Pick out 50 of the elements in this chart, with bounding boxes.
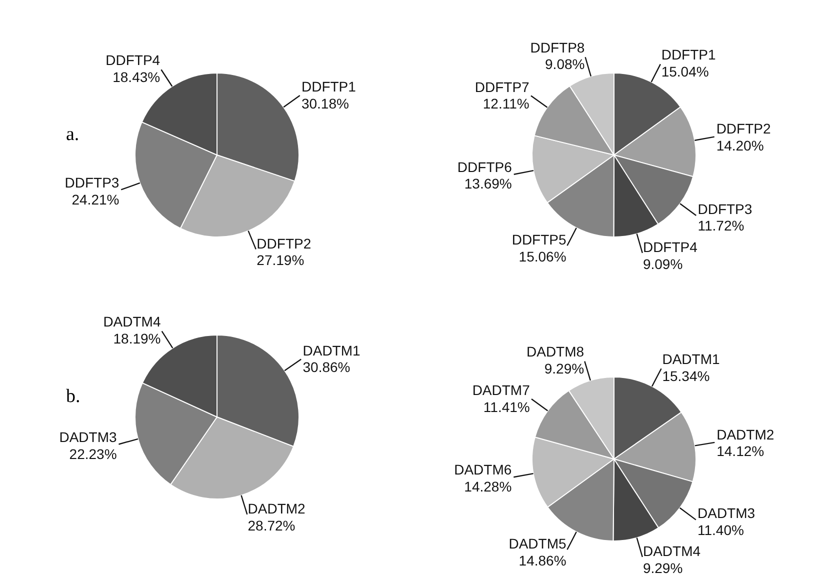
slice-label: DADTM2 <box>716 426 774 442</box>
slice-label: DDFTP8 <box>530 39 585 56</box>
data-label: 14.20% <box>716 137 764 154</box>
slice-label: DDFTP4 <box>106 52 160 68</box>
slice-label: DADTM3 <box>59 428 117 445</box>
data-label: 11.40% <box>698 522 744 538</box>
data-label: 15.06% <box>518 248 566 264</box>
slice-label: DDFTP3 <box>64 174 120 191</box>
text: b. <box>66 386 80 408</box>
slice-label: DADTM5 <box>508 536 566 552</box>
data-label: 18.19% <box>113 330 161 347</box>
data-label: 11.72% <box>698 218 744 234</box>
slice-label: DADTM8 <box>526 344 584 360</box>
slice-label: DDFTP4 <box>642 239 698 256</box>
data-label: 27.19% <box>256 252 304 268</box>
slice-label: DDFTP6 <box>457 158 512 175</box>
data-label: 9.29% <box>544 360 584 376</box>
slice-label: DADTM4 <box>642 543 701 560</box>
data-label: 30.18% <box>301 95 349 112</box>
slice-label: DDFTP1 <box>661 46 716 63</box>
data-label: 14.12% <box>716 443 764 460</box>
data-label: 9.09% <box>642 256 683 272</box>
data-label: 28.72% <box>248 517 296 534</box>
slice-label: DDFTP2 <box>716 120 771 137</box>
data-label: 18.43% <box>112 68 160 85</box>
text: a. <box>66 124 80 146</box>
slice-label: DADTM4 <box>103 314 161 330</box>
data-label: 9.08% <box>545 56 585 72</box>
data-label: 15.34% <box>662 368 710 384</box>
slice-label: DADTM1 <box>662 351 720 368</box>
slice-label: DDFTP3 <box>698 200 752 217</box>
data-label: 30.86% <box>302 359 350 376</box>
slice-label: DADTM2 <box>248 500 306 517</box>
slice-label: DADTM7 <box>472 382 530 398</box>
data-label: 14.86% <box>518 552 566 568</box>
data-label: 9.29% <box>642 560 683 576</box>
slice-label: DADTM3 <box>698 505 756 522</box>
data-label: 14.28% <box>464 478 512 494</box>
data-label: 12.11% <box>482 96 530 112</box>
slice-label: DDFTP1 <box>301 78 356 95</box>
data-label: 11.41% <box>483 398 530 415</box>
slice-label: DADTM1 <box>302 342 361 358</box>
slice-label: DDFTP7 <box>474 78 530 95</box>
slice-label: DADTM6 <box>454 462 512 478</box>
data-label: 24.21% <box>72 191 120 208</box>
data-label: 15.04% <box>661 63 709 80</box>
data-label: 13.69% <box>464 176 512 192</box>
slice-label: DDFTP2 <box>256 235 312 252</box>
data-label: 22.23% <box>69 446 117 462</box>
slice-label: DDFTP5 <box>512 232 566 248</box>
